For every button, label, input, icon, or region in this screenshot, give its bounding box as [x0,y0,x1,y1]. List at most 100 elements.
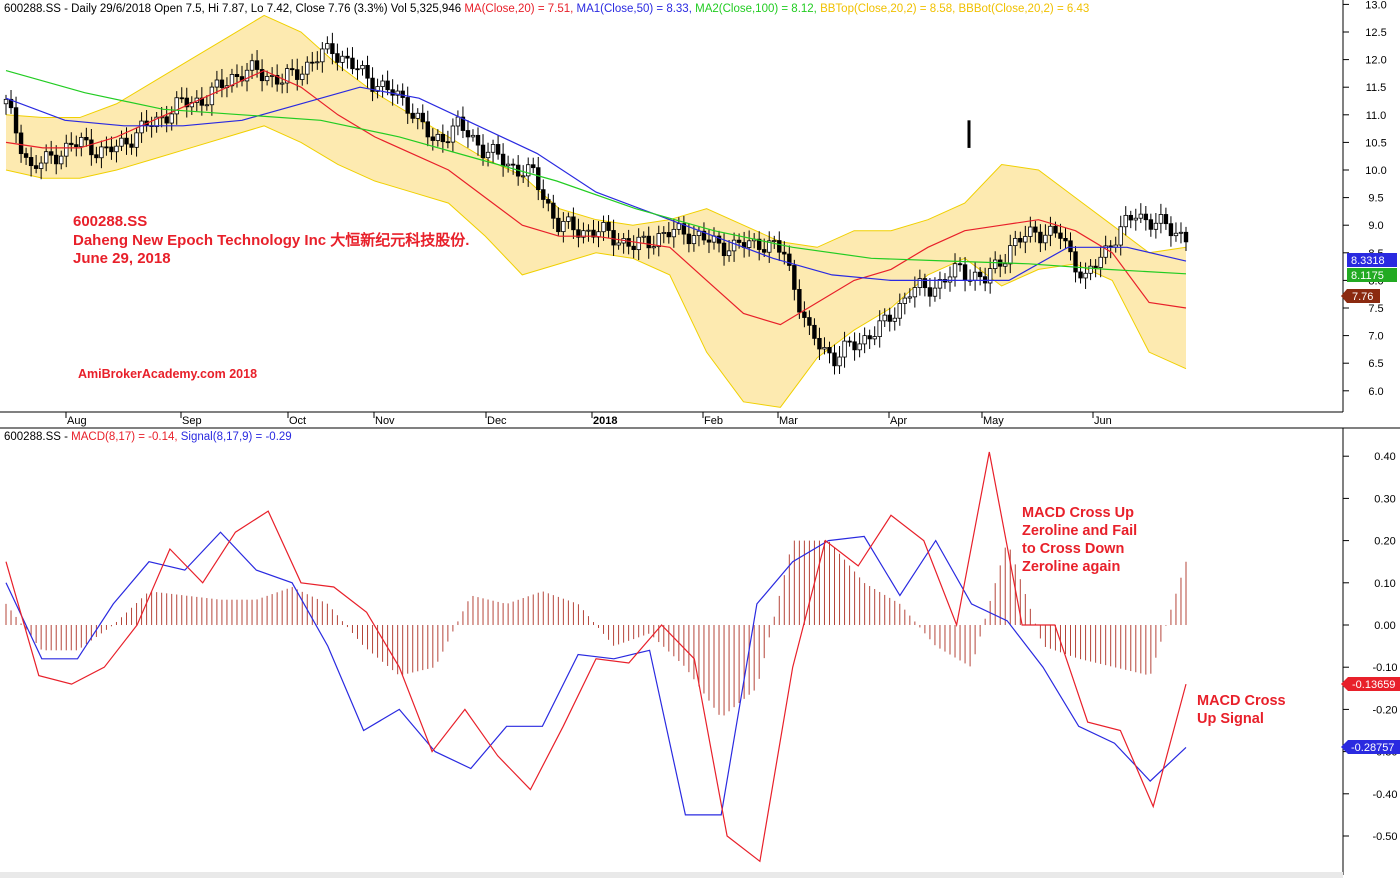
price-tick-label: 9.5 [1368,193,1383,205]
candle-body [360,65,365,70]
candle-body [676,223,682,230]
candle-body [119,137,124,147]
candle-body [355,68,360,71]
candle-body [762,249,767,253]
price-tick-label: 13.0 [1365,0,1386,11]
candle-body [847,340,852,343]
candle-body [139,120,144,134]
candle-body [460,116,466,131]
candle-body [902,297,908,304]
candle-body [38,162,44,169]
candle-body [124,137,129,145]
candle-body [279,82,285,85]
candle-body [837,356,842,367]
candle-body [249,60,255,71]
candle-body [972,271,978,281]
candle-body [666,232,672,238]
candle-body [561,220,566,233]
candle-body [114,145,119,153]
macd-tick-label: -0.50 [1372,831,1397,843]
candle-body [1128,214,1133,221]
candle-body [686,233,692,245]
candle-body [631,245,636,251]
candle-body [606,222,611,231]
candle-body [546,199,551,204]
candle-body [335,53,340,63]
signal-line [5,531,1187,816]
candle-body [1103,245,1108,258]
candle-body [1058,232,1063,239]
candle-body [726,250,732,257]
candle-body [957,263,963,266]
candle-body [1138,213,1144,219]
candle-body [204,104,210,107]
candle-body [566,216,571,222]
candle-body [495,144,501,155]
annotation-macd-fail-line3: to Cross Down [1022,541,1124,557]
candle-body [33,165,39,169]
candle-body [370,77,375,92]
candle-body [977,271,983,278]
ma20-line [5,69,1187,326]
candle-body [1133,217,1138,221]
candle-body [48,151,54,156]
candle-body [701,230,707,241]
date-tick-label: Feb [704,415,723,427]
signal-value-badge: -0.28757 [1341,740,1400,754]
price-tick-label: 12.0 [1365,55,1386,67]
macd-tick-label: 0.10 [1374,578,1395,590]
candle-body [290,68,295,71]
candle-body [952,263,958,278]
candle-body [94,154,99,159]
candle-body [947,276,953,283]
candle-body [219,79,225,88]
date-x-axis: Aug Sep Oct Nov Dec 2018 Feb Mar Apr May Jun [65,412,1112,427]
candle-body [340,55,345,63]
candle-body [1068,240,1073,253]
candle-body [1173,232,1179,237]
candle-body [987,268,993,284]
candle-body [274,74,280,85]
candle-body [1023,236,1028,243]
annotation-macd-fail-line1: MACD Cross Up [1022,505,1134,521]
price-tick-label: 9.0 [1368,220,1383,232]
candle-body [932,287,938,297]
candle-body [415,112,420,119]
annotation-macd-signal-line2: Up Signal [1197,711,1264,727]
candle-body [877,320,882,337]
candle-body [716,235,722,244]
candle-body [450,125,456,143]
candle-body [1013,238,1018,247]
candle-body [1053,225,1058,234]
candle-body [581,230,586,238]
candle-body [234,74,240,77]
candle-body [385,80,390,91]
candle-body [1008,245,1013,265]
candle-body [99,146,104,159]
ma100-line [5,70,1187,275]
candle-body [405,97,410,114]
candle-body [1098,256,1103,268]
candle-body [616,242,621,246]
candle-body [264,76,270,82]
macd-tick-label: -0.40 [1372,789,1397,801]
svg-text:-0.13659: -0.13659 [1352,679,1395,691]
candle-body [802,311,807,318]
candle-body [1123,214,1128,228]
candle-body [1033,226,1038,233]
candle-body [792,265,797,290]
price-tick-label: 6.5 [1368,358,1383,370]
svg-text:-0.28757: -0.28757 [1351,742,1394,754]
candle-body [822,347,827,350]
candle-body [857,343,862,351]
candle-body [842,340,847,358]
macd-tick-label: 0.00 [1374,620,1395,632]
macd-tick-label: -0.10 [1372,662,1397,674]
candle-body [541,189,546,200]
date-tick-label: Dec [487,415,507,427]
candle-body [872,336,877,340]
candle-body [430,136,436,141]
candle-body [440,133,446,143]
candle-body [611,230,616,246]
candle-body [269,74,275,77]
